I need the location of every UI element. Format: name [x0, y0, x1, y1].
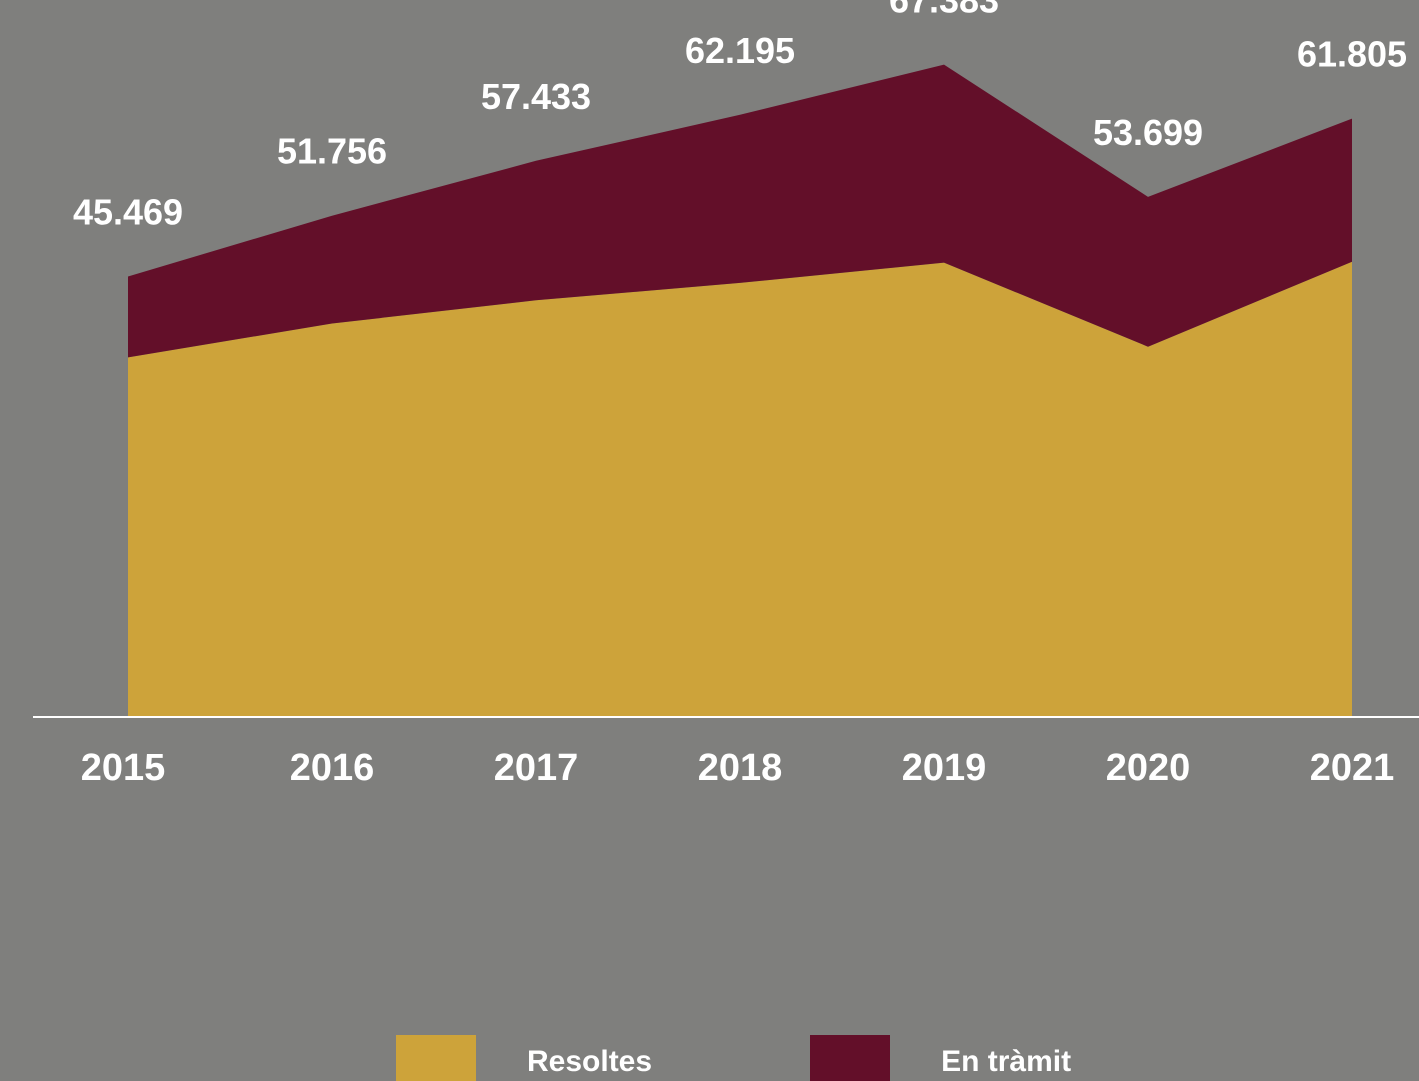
- total-label-2019: 67.383: [889, 0, 999, 21]
- total-value-labels: 45.469 51.756 57.433 62.195 67.383 53.699 61.8…: [73, 0, 1407, 233]
- total-label-2015: 45.469: [73, 192, 183, 233]
- x-tick-2018: 2018: [698, 747, 783, 789]
- legend-swatch-en-tramit: [810, 1035, 891, 1081]
- chart-areas: [128, 64, 1352, 716]
- legend: Resoltes En tràmit: [396, 1035, 1071, 1081]
- total-label-2020: 53.699: [1093, 112, 1203, 153]
- total-label-2017: 57.433: [481, 76, 591, 117]
- x-tick-2017: 2017: [494, 747, 579, 789]
- x-tick-2016: 2016: [290, 747, 375, 789]
- x-tick-2020: 2020: [1106, 747, 1191, 789]
- legend-label-resoltes: Resoltes: [527, 1045, 653, 1078]
- legend-item-resoltes: Resoltes: [396, 1035, 652, 1081]
- legend-item-en-tramit: En tràmit: [810, 1035, 1071, 1081]
- x-tick-2021: 2021: [1310, 747, 1395, 789]
- x-tick-2019: 2019: [902, 747, 987, 789]
- x-tick-2015: 2015: [81, 747, 166, 789]
- total-label-2018: 62.195: [685, 30, 795, 71]
- legend-swatch-resoltes: [396, 1035, 476, 1081]
- legend-label-en-tramit: En tràmit: [941, 1045, 1072, 1078]
- total-label-2021: 61.805: [1297, 34, 1407, 75]
- x-axis-tick-labels: 2015 2016 2017 2018 2019 2020 2021: [81, 747, 1395, 789]
- total-label-2016: 51.756: [277, 131, 387, 172]
- area-series-1: [128, 64, 1352, 358]
- area-series-0: [128, 261, 1352, 716]
